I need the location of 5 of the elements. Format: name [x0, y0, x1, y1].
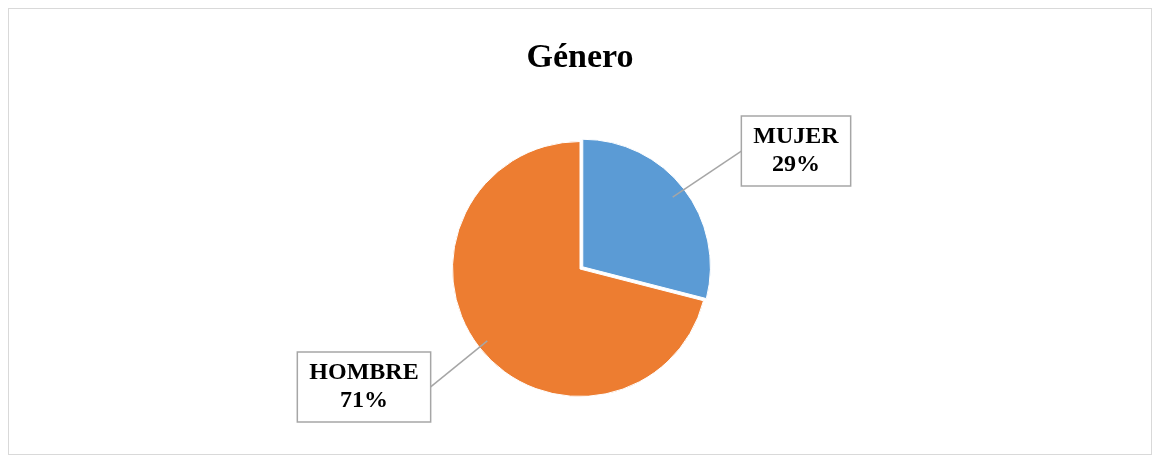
data-label: 29% — [772, 150, 821, 177]
slice-label: HOMBRE — [309, 358, 419, 385]
data-label: 71% — [339, 386, 388, 413]
slice-label: MUJER — [753, 122, 840, 149]
chart-title: Género — [525, 37, 635, 75]
